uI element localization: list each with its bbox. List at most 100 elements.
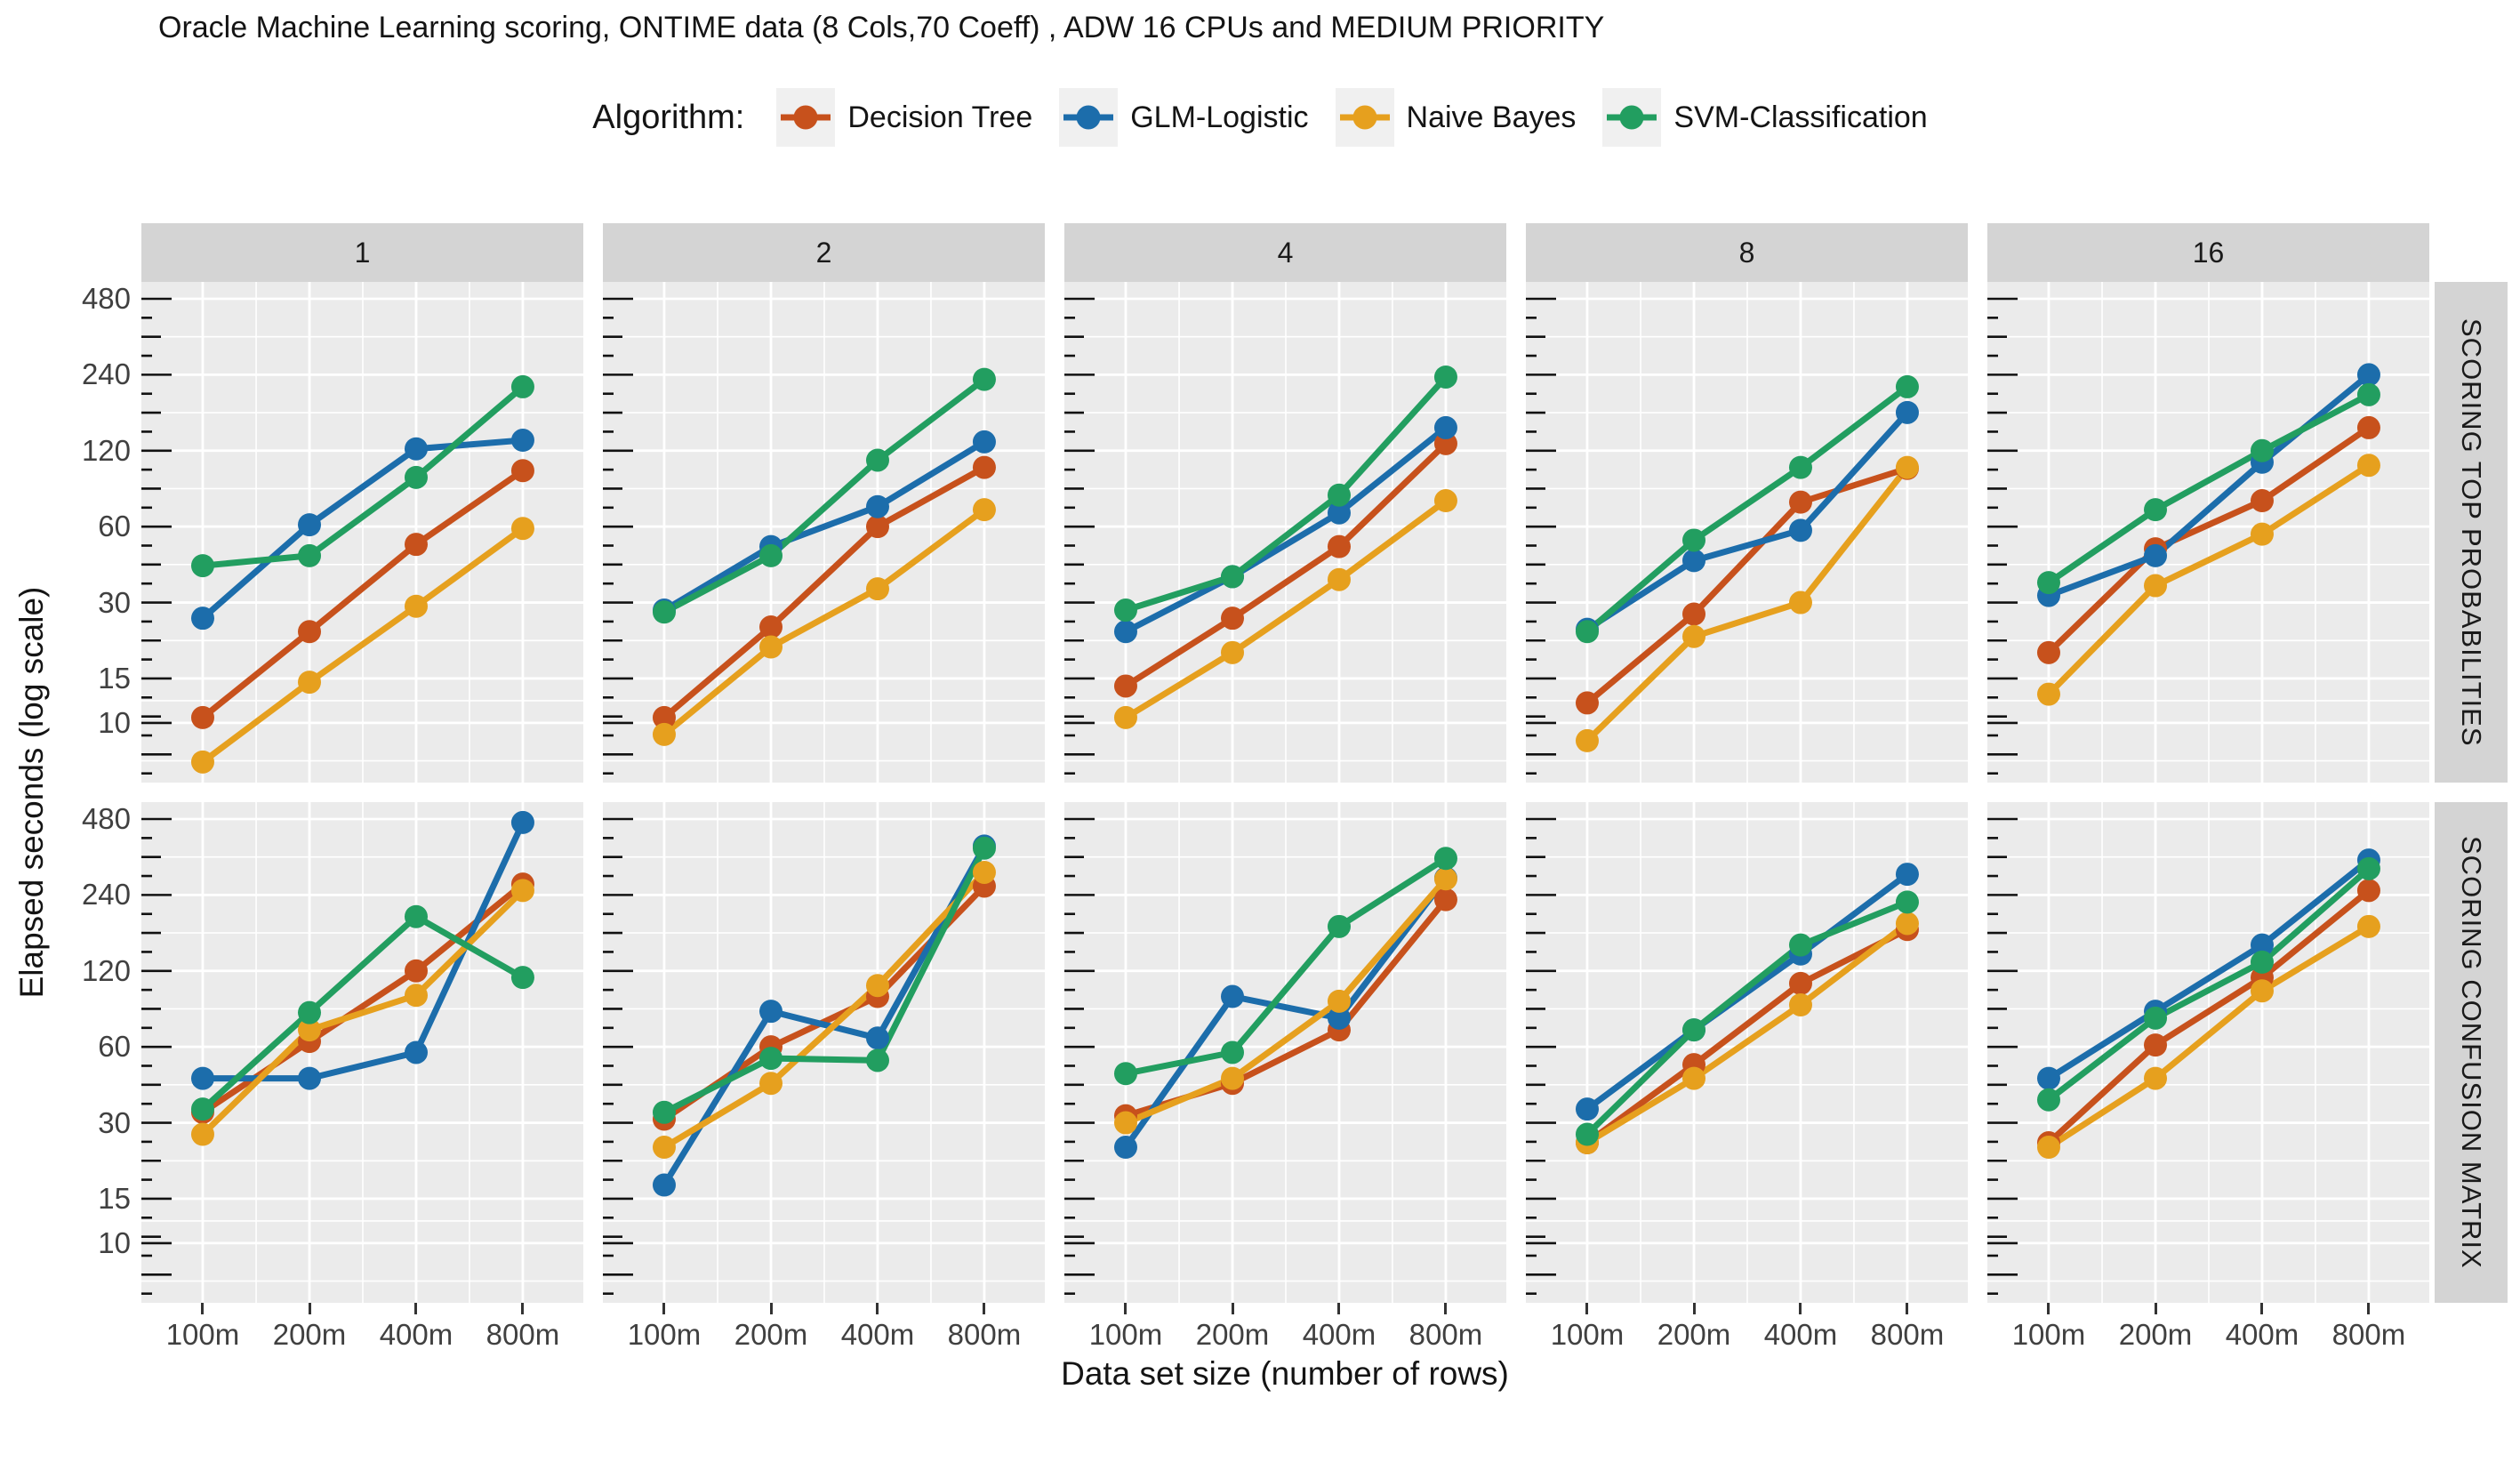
point-naive-bayes-800m [972,860,996,884]
x-tick-label-16-100m: 100m [2011,1318,2086,1351]
x-tick-mark-8-800m [1906,1303,1909,1314]
point-decision-tree-400m [404,959,428,983]
point-naive-bayes-800m [2356,914,2380,938]
point-svm-classification-100m [2036,1088,2060,1112]
x-tick-mark-4-200m [1231,1303,1234,1314]
point-naive-bayes-800m [1433,867,1457,891]
point-naive-bayes-200m [298,1018,322,1042]
point-svm-classification-100m [652,600,676,624]
x-tick-label-2-400m: 400m [840,1318,915,1351]
point-svm-classification-400m [1327,483,1351,507]
x-tick-mark-8-200m [1692,1303,1696,1314]
point-decision-tree-800m [2356,879,2380,903]
x-tick-mark-4-800m [1444,1303,1448,1314]
point-naive-bayes-100m [2036,682,2060,706]
panel-plot-1-bottom [141,802,583,1303]
y-tick-label-30: 30 [98,585,131,619]
line-decision-tree [2045,887,2372,1146]
line-glm-logistic [1584,409,1911,633]
x-tick-label-8-800m: 800m [1870,1318,1945,1351]
panel-scoring-top-probabilities-col-4 [1064,282,1506,783]
x-tick-label-2-800m: 800m [947,1318,1022,1351]
point-svm-classification-400m [1327,914,1351,938]
panel-scoring-top-probabilities-col-1 [141,282,583,783]
point-svm-classification-100m [1113,598,1137,623]
point-svm-classification-800m [972,836,996,860]
chart-title: Oracle Machine Learning scoring, ONTIME … [158,11,1605,44]
line-svm-classification [1584,898,1911,1137]
panel-scoring-confusion-matrix-col-4 [1064,802,1506,1303]
legend-item-decision-tree: Decision Tree [776,88,1032,147]
point-naive-bayes-400m [2250,522,2274,546]
legend-key-icon [776,88,836,147]
point-svm-classification-400m [404,904,428,928]
line-naive-bayes [199,525,526,766]
point-svm-classification-400m [2250,950,2274,974]
panel-plot-2-bottom [603,802,1045,1303]
x-tick-mark-4-100m [1124,1303,1128,1314]
line-decision-tree [1584,926,1911,1146]
x-tick-label-1-400m: 400m [379,1318,453,1351]
panel-plot-4-bottom [1064,802,1506,1303]
x-tick-mark-16-100m [2047,1303,2051,1314]
x-tick-mark-2-200m [769,1303,773,1314]
point-glm-logistic-100m [1113,1136,1137,1160]
legend-item-label: Decision Tree [847,100,1033,134]
point-svm-classification-400m [2250,438,2274,462]
point-svm-classification-800m [972,367,996,391]
point-naive-bayes-400m [865,974,889,998]
point-svm-classification-200m [2144,498,2168,522]
point-glm-logistic-100m [190,1066,214,1090]
panel-scoring-confusion-matrix-col-1 [141,802,583,1303]
facet-column-strip-4: 4 [1064,223,1506,282]
point-glm-logistic-200m [2144,543,2168,567]
point-naive-bayes-400m [1788,590,1812,615]
panel-plot-2-top [603,282,1045,783]
point-svm-classification-100m [652,1100,676,1124]
point-decision-tree-100m [1113,674,1137,698]
point-svm-classification-200m [2144,1006,2168,1030]
point-glm-logistic-800m [1433,415,1457,439]
y-tick-label-60: 60 [98,1030,131,1064]
x-tick-mark-2-800m [983,1303,986,1314]
point-svm-classification-100m [1113,1062,1137,1086]
point-naive-bayes-800m [510,879,534,903]
point-svm-classification-200m [1682,528,1706,552]
line-naive-bayes [661,869,988,1151]
y-tick-label-240: 240 [81,878,131,912]
point-svm-classification-800m [1433,847,1457,871]
legend: Algorithm: Decision Tree GLM-Logistic Naiv… [0,82,2520,153]
point-naive-bayes-800m [1433,489,1457,513]
y-tick-label-240: 240 [81,357,131,391]
panel-plot-4-top [1064,282,1506,783]
point-svm-classification-100m [190,554,214,578]
y-tick-label-15: 15 [98,1181,131,1215]
point-glm-logistic-400m [1327,501,1351,525]
point-svm-classification-200m [759,543,783,567]
y-tick-label-480: 480 [81,801,131,835]
point-svm-classification-400m [865,448,889,472]
point-naive-bayes-400m [404,594,428,618]
point-svm-classification-100m [1575,620,1599,644]
facet-row-strip-label: SCORING CONFUSION MATRIX [2456,836,2487,1269]
point-svm-classification-800m [510,374,534,398]
point-decision-tree-200m [1221,606,1245,631]
point-naive-bayes-800m [510,517,534,541]
x-tick-label-16-400m: 400m [2225,1318,2299,1351]
y-tick-label-60: 60 [98,510,131,543]
panel-plot-16-top [1987,282,2429,783]
x-tick-label-16-200m: 200m [2118,1318,2193,1351]
point-decision-tree-200m [2144,1033,2168,1057]
point-svm-classification-200m [298,1000,322,1024]
panel-scoring-top-probabilities-col-8 [1526,282,1968,783]
x-tick-label-2-200m: 200m [734,1318,808,1351]
legend-key-icon [1335,88,1394,147]
line-decision-tree [661,464,988,721]
point-glm-logistic-200m [1221,984,1245,1008]
line-naive-bayes [1584,464,1911,744]
facet-column-strip-1: 1 [141,223,583,282]
y-tick-label-15: 15 [98,661,131,695]
line-svm-classification [661,845,988,1116]
y-tick-label-120: 120 [81,433,131,467]
point-svm-classification-200m [1221,565,1245,589]
